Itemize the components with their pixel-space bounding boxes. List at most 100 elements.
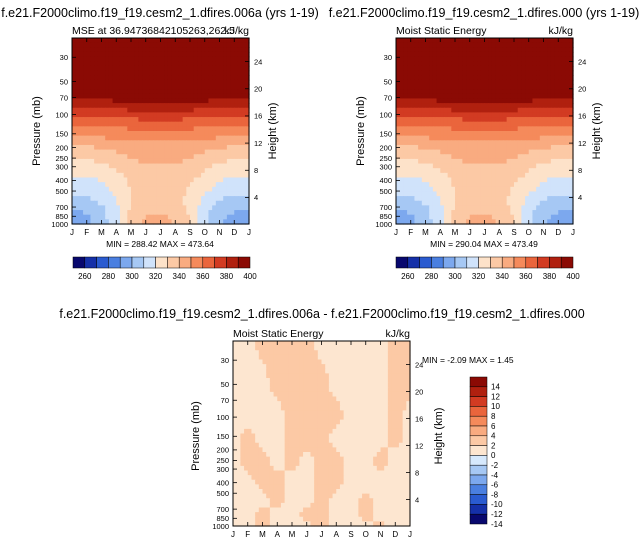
heatmap-cell	[366, 401, 370, 406]
heatmap-cell	[76, 150, 80, 155]
heatmap-cell	[127, 164, 131, 169]
heatmap-cell	[411, 43, 415, 48]
heatmap-cell	[149, 201, 153, 206]
heatmap-cell	[381, 420, 385, 425]
heatmap-cell	[455, 145, 459, 150]
heatmap-cell	[168, 136, 172, 141]
heatmap-cell	[529, 215, 533, 220]
heatmap-cell	[220, 66, 224, 71]
heatmap-cell	[496, 150, 500, 155]
heatmap-cell	[414, 131, 418, 136]
heatmap-cell	[127, 66, 131, 71]
heatmap-cell	[566, 122, 570, 127]
heatmap-cell	[205, 43, 209, 48]
heatmap-cell	[292, 397, 296, 402]
heatmap-cell	[473, 131, 477, 136]
heatmap-cell	[470, 205, 474, 210]
heatmap-cell	[499, 117, 503, 122]
heatmap-cell	[514, 173, 518, 178]
heatmap-cell	[255, 397, 259, 402]
heatmap-cell	[451, 80, 455, 85]
colorbar-label: 340	[173, 272, 187, 281]
heatmap-cell	[529, 205, 533, 210]
heatmap-cell	[477, 80, 481, 85]
heatmap-cell	[285, 406, 289, 411]
heatmap-cell	[310, 373, 314, 378]
heatmap-cell	[238, 85, 242, 90]
heatmap-cell	[190, 47, 194, 52]
heatmap-cell	[322, 392, 326, 397]
heatmap-cell	[310, 392, 314, 397]
heatmap-cell	[558, 215, 562, 220]
heatmap-cell	[296, 373, 300, 378]
heatmap-cell	[492, 85, 496, 90]
heatmap-cell	[259, 392, 263, 397]
heatmap-cell	[362, 383, 366, 388]
heatmap-cell	[234, 154, 238, 159]
heatmap-cell	[510, 145, 514, 150]
heatmap-cell	[113, 182, 117, 187]
heatmap-cell	[422, 164, 426, 169]
heatmap-cell	[87, 182, 91, 187]
heatmap-cell	[451, 43, 455, 48]
heatmap-cell	[197, 108, 201, 113]
heatmap-cell	[540, 154, 544, 159]
heatmap-cell	[551, 187, 555, 192]
heatmap-cell	[113, 145, 117, 150]
heatmap-cell	[418, 205, 422, 210]
heatmap-cell	[131, 196, 135, 201]
heatmap-cell	[403, 215, 407, 220]
heatmap-cell	[518, 136, 522, 141]
heatmap-cell	[216, 154, 220, 159]
heatmap-cell	[322, 355, 326, 360]
y2-tick-label: 16	[578, 112, 586, 121]
heatmap-cell	[231, 94, 235, 99]
heatmap-cell	[98, 164, 102, 169]
heatmap-cell	[536, 89, 540, 94]
heatmap-cell	[109, 131, 113, 136]
heatmap-cell	[212, 201, 216, 206]
heatmap-cell	[459, 71, 463, 76]
heatmap-cell	[216, 117, 220, 122]
heatmap-cell	[440, 85, 444, 90]
heatmap-cell	[403, 392, 407, 397]
heatmap-cell	[172, 98, 176, 103]
heatmap-cell	[459, 196, 463, 201]
heatmap-cell	[518, 66, 522, 71]
heatmap-cell	[255, 360, 259, 365]
heatmap-cell	[233, 415, 237, 420]
heatmap-cell	[510, 122, 514, 127]
heatmap-cell	[521, 80, 525, 85]
heatmap-cell	[414, 136, 418, 141]
heatmap-cell	[244, 346, 248, 351]
heatmap-cell	[544, 178, 548, 183]
heatmap-cell	[540, 108, 544, 113]
heatmap-cell	[322, 341, 326, 346]
heatmap-cell	[377, 387, 381, 392]
heatmap-cell	[318, 392, 322, 397]
heatmap-cell	[347, 355, 351, 360]
heatmap-cell	[414, 52, 418, 57]
heatmap-cell	[462, 61, 466, 66]
heatmap-cell	[263, 378, 267, 383]
heatmap-cell	[366, 406, 370, 411]
heatmap-cell	[266, 383, 270, 388]
heatmap-cell	[146, 173, 150, 178]
heatmap-cell	[418, 131, 422, 136]
heatmap-cell	[205, 196, 209, 201]
heatmap-cell	[168, 61, 172, 66]
heatmap-cell	[558, 71, 562, 76]
heatmap-cell	[473, 168, 477, 173]
heatmap-cell	[216, 103, 220, 108]
heatmap-cell	[403, 66, 407, 71]
heatmap-cell	[403, 71, 407, 76]
heatmap-cell	[358, 392, 362, 397]
heatmap-cell	[109, 187, 113, 192]
heatmap-cell	[395, 346, 399, 351]
heatmap-cell	[303, 369, 307, 374]
heatmap-cell	[116, 85, 120, 90]
heatmap-cell	[76, 196, 80, 201]
heatmap-cell	[175, 38, 179, 43]
heatmap-cell	[263, 364, 267, 369]
heatmap-cell	[459, 191, 463, 196]
